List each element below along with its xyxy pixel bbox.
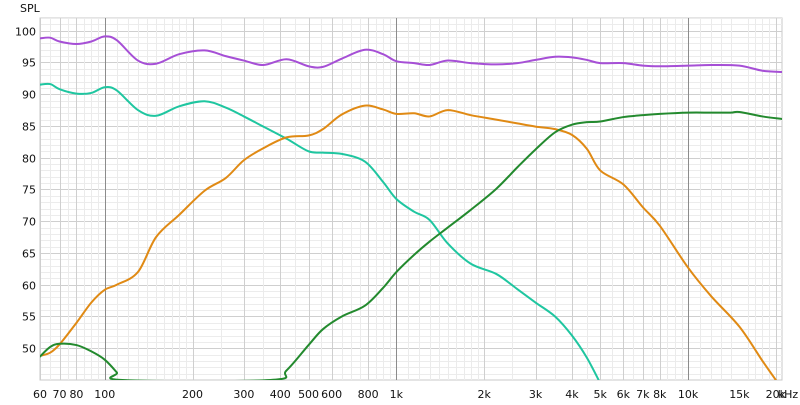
x-tick-label: 4k bbox=[565, 388, 579, 401]
x-tick-label: 600 bbox=[321, 388, 342, 401]
x-tick-label: 500 bbox=[298, 388, 319, 401]
x-tick-label: 6k bbox=[617, 388, 631, 401]
x-tick-label: 300 bbox=[233, 388, 254, 401]
x-tick-label: 15k bbox=[729, 388, 750, 401]
x-tick-label: 100 bbox=[94, 388, 115, 401]
y-tick-label: 50 bbox=[22, 343, 36, 356]
y-tick-label: 65 bbox=[22, 248, 36, 261]
y-tick-label: 90 bbox=[22, 89, 36, 102]
y-tick-label: 95 bbox=[22, 57, 36, 70]
y-tick-label: 80 bbox=[22, 153, 36, 166]
x-tick-label: 8k bbox=[653, 388, 667, 401]
plot-area bbox=[39, 17, 783, 381]
y-tick-label: 60 bbox=[22, 280, 36, 293]
x-tick-label: 60 bbox=[33, 388, 47, 401]
y-tick-label: 100 bbox=[15, 26, 36, 39]
y-axis-title: SPL bbox=[20, 2, 41, 15]
y-tick-label: 75 bbox=[22, 184, 36, 197]
series-line-2 bbox=[40, 82, 600, 380]
x-tick-label: 10k bbox=[678, 388, 699, 401]
x-tick-label: 20k bbox=[766, 388, 787, 401]
x-tick-label: 5k bbox=[594, 388, 608, 401]
x-axis-unit-label: kHz bbox=[778, 388, 799, 401]
series-group bbox=[40, 35, 782, 380]
x-tick-label: 200 bbox=[182, 388, 203, 401]
x-tick-label: 400 bbox=[270, 388, 291, 401]
y-tick-label: 85 bbox=[22, 121, 36, 134]
y-tick-label: 55 bbox=[22, 311, 36, 324]
axes: SPL kHz bbox=[20, 2, 798, 401]
x-tick-label: 2k bbox=[477, 388, 491, 401]
series-line-4 bbox=[40, 110, 782, 380]
x-tick-label: 1k bbox=[390, 388, 404, 401]
series-line-3 bbox=[40, 104, 777, 380]
series-line-1 bbox=[40, 35, 782, 73]
x-tick-label: 80 bbox=[69, 388, 83, 401]
x-tick-label: 7k bbox=[636, 388, 650, 401]
y-tick-label: 70 bbox=[22, 216, 36, 229]
x-tick-label: 70 bbox=[53, 388, 67, 401]
x-tick-label: 800 bbox=[358, 388, 379, 401]
x-tick-label: 3k bbox=[529, 388, 543, 401]
